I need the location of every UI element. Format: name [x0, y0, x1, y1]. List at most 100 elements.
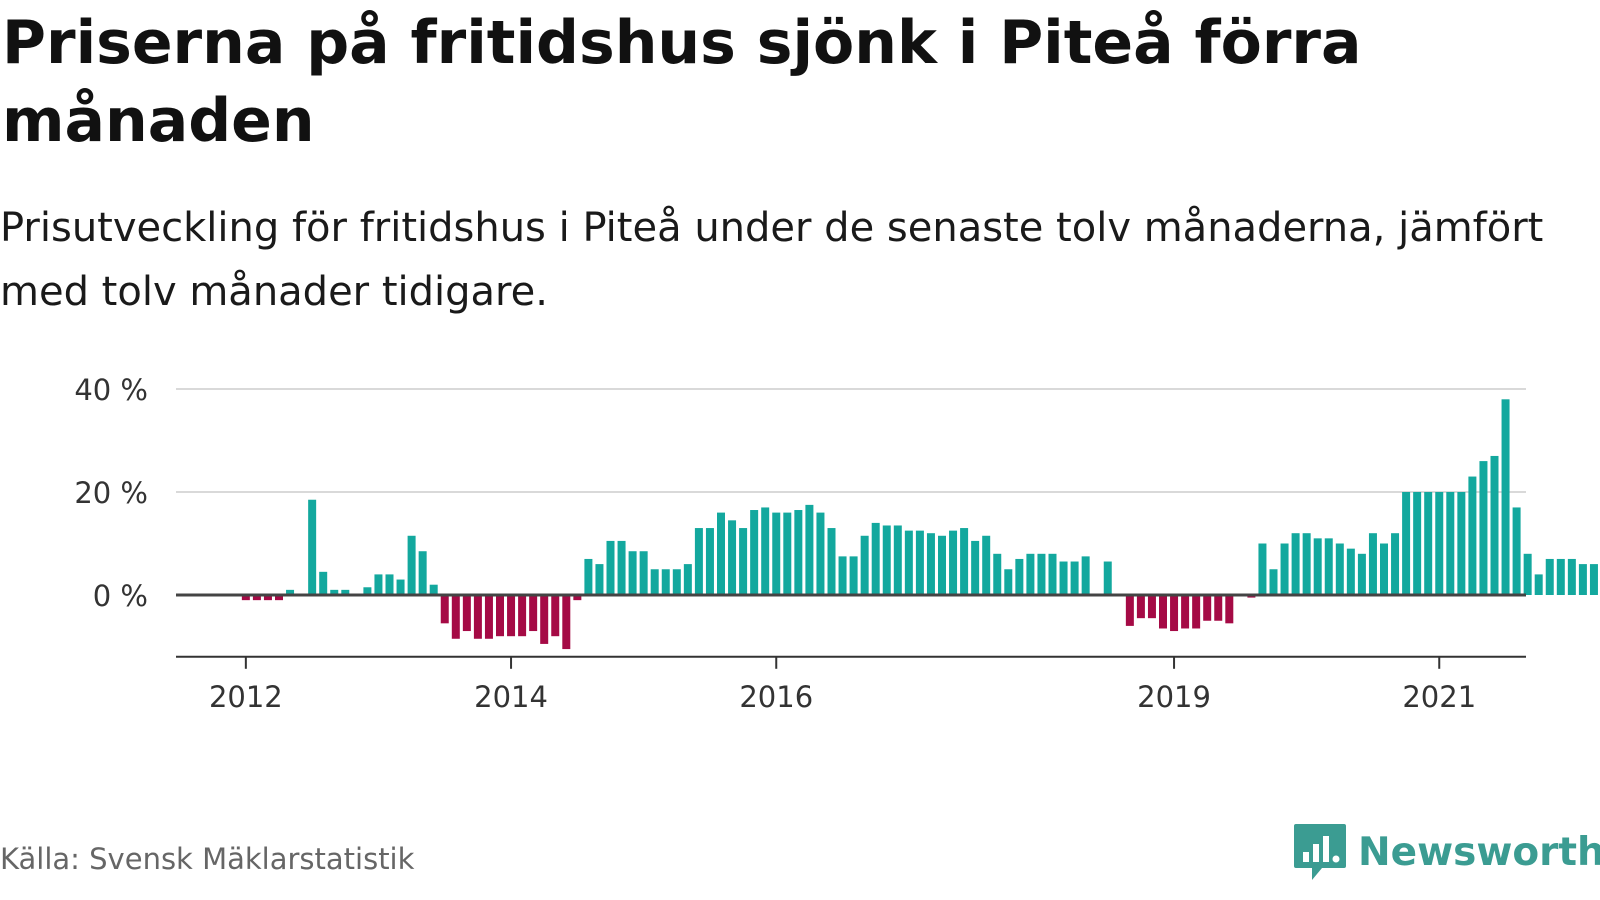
bar [1070, 561, 1079, 595]
bar [374, 574, 383, 595]
bar [1357, 553, 1366, 595]
bar [1103, 561, 1112, 595]
bar [396, 579, 405, 595]
bar [540, 595, 549, 644]
bar [1534, 574, 1543, 595]
bar [1413, 492, 1422, 595]
bar [772, 512, 781, 595]
bar [639, 551, 648, 595]
bar [1446, 492, 1455, 595]
bar [1335, 543, 1344, 595]
bar [529, 595, 538, 632]
bar [385, 574, 394, 595]
bar [1368, 533, 1377, 595]
bar [1026, 553, 1035, 595]
bar [871, 522, 880, 595]
bar [241, 595, 250, 601]
bar [1501, 399, 1510, 595]
bar [982, 535, 991, 595]
bar [1567, 558, 1576, 595]
bar [761, 507, 770, 595]
bar [1490, 455, 1499, 595]
bar [286, 589, 295, 595]
bar [683, 564, 692, 595]
bar [1015, 558, 1024, 595]
bar [949, 530, 958, 596]
bar [1125, 595, 1134, 626]
bar [1556, 558, 1565, 595]
bar [1512, 507, 1521, 595]
bar [1578, 564, 1587, 595]
bar [1081, 556, 1090, 596]
bar [451, 595, 460, 639]
bar [462, 595, 471, 632]
bar [617, 540, 626, 595]
bar [926, 533, 935, 595]
bar [816, 512, 825, 595]
bar [440, 595, 449, 624]
bar [606, 540, 615, 595]
bar [1269, 569, 1278, 595]
bar [1258, 543, 1267, 595]
brand-logo: Newsworthy [1292, 822, 1600, 882]
x-tick-label: 2014 [474, 680, 548, 714]
bar [252, 595, 261, 601]
bar [1147, 595, 1156, 619]
bar [1324, 538, 1333, 595]
bar [849, 556, 858, 596]
bar [717, 512, 725, 595]
bar [1391, 533, 1400, 595]
bar [672, 569, 681, 595]
chart-subtitle: Prisutveckling för fritidshus i Piteå un… [0, 205, 1544, 315]
bar [628, 551, 637, 595]
x-tick-label: 2021 [1402, 680, 1476, 714]
bar [838, 556, 847, 596]
bar [418, 551, 427, 595]
bar [971, 540, 980, 595]
bar [1214, 595, 1223, 621]
bar [960, 528, 969, 595]
y-tick-label: 0 % [93, 579, 148, 613]
bar [1457, 492, 1466, 595]
bar [1136, 595, 1145, 619]
bar [1468, 476, 1477, 595]
bar [595, 564, 604, 595]
bar [496, 595, 504, 637]
bar [882, 525, 891, 595]
bar [1380, 543, 1388, 595]
axes [176, 593, 1526, 669]
bar [573, 595, 582, 601]
x-tick-label: 2012 [209, 680, 283, 714]
bar [1037, 553, 1046, 595]
bar [1048, 553, 1057, 595]
tick-labels: 0 %20 %40 %201220142016201920212023−4 % [74, 373, 1476, 714]
bar [650, 569, 659, 595]
bar [484, 595, 493, 639]
y-tick-label: 20 % [74, 476, 148, 510]
bar [518, 595, 527, 637]
bar [860, 535, 869, 595]
bar [330, 589, 339, 595]
bar [893, 525, 902, 595]
bar [407, 535, 416, 595]
bar [1479, 461, 1488, 595]
x-tick-label: 2016 [739, 680, 813, 714]
bar [1424, 492, 1433, 595]
bar [1291, 533, 1300, 595]
bar [783, 512, 792, 595]
bar [263, 595, 272, 601]
bar [1181, 595, 1190, 629]
gridlines [176, 388, 1526, 493]
bar [904, 530, 913, 596]
bars [241, 399, 1598, 650]
bar [1203, 595, 1212, 621]
bar [584, 558, 593, 595]
bar [993, 553, 1002, 595]
bar [1225, 595, 1234, 624]
bar [1346, 548, 1355, 595]
bar [308, 499, 317, 595]
bar [1170, 595, 1179, 632]
bar [1545, 558, 1554, 595]
brand-name: Newsworthy [1358, 829, 1600, 875]
